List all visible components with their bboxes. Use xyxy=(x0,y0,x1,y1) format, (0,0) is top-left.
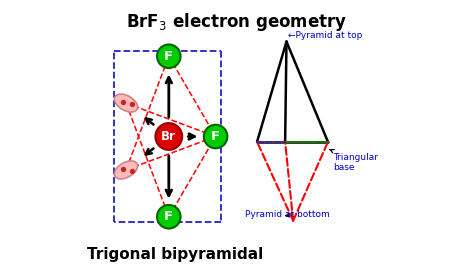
Text: Triangular
base: Triangular base xyxy=(330,150,378,172)
Circle shape xyxy=(204,125,228,148)
Circle shape xyxy=(155,123,182,150)
Text: F: F xyxy=(164,50,173,63)
Text: ←Pyramid at top: ←Pyramid at top xyxy=(288,31,362,40)
Circle shape xyxy=(157,44,181,68)
Text: F: F xyxy=(164,210,173,223)
Ellipse shape xyxy=(114,161,137,179)
Text: BrF$_3$ electron geometry: BrF$_3$ electron geometry xyxy=(127,11,347,33)
Text: Trigonal bipyramidal: Trigonal bipyramidal xyxy=(87,247,264,262)
Ellipse shape xyxy=(114,94,137,112)
Text: Pyramid at bottom: Pyramid at bottom xyxy=(245,210,330,219)
Circle shape xyxy=(157,205,181,229)
Text: Br: Br xyxy=(161,130,176,143)
Text: F: F xyxy=(211,130,220,143)
